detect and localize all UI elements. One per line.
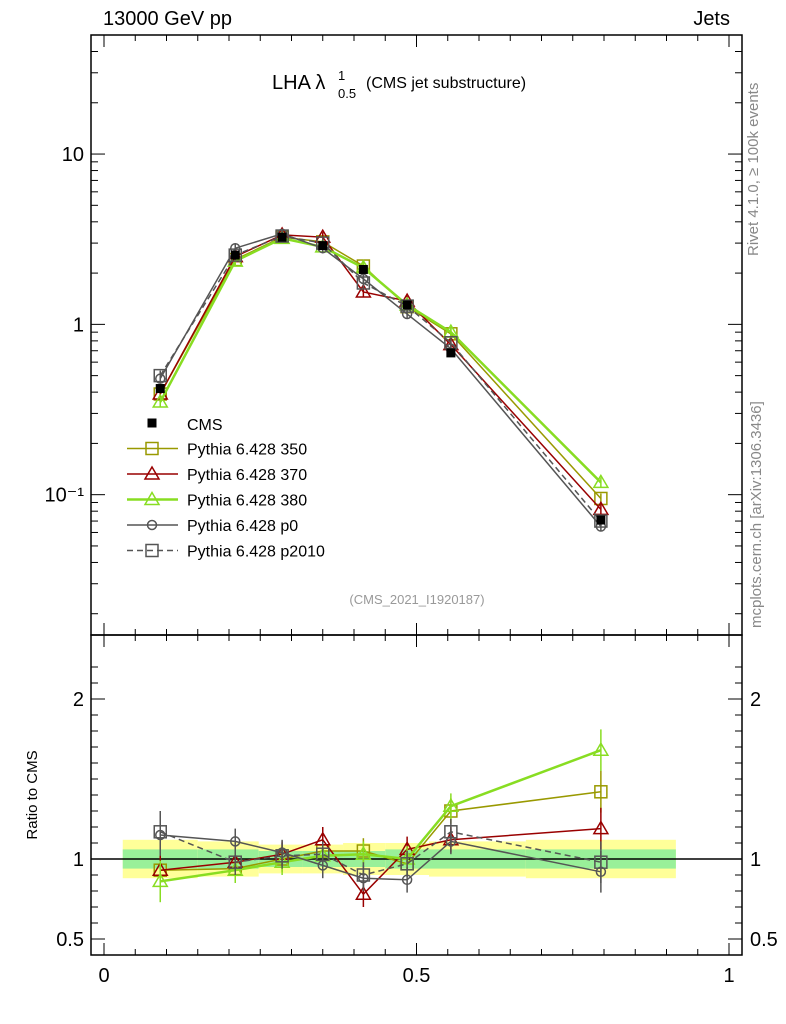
- x-tick-label: 0.5: [403, 965, 431, 987]
- series-line-ratio: [159, 830, 602, 876]
- series-line-main: [159, 235, 602, 522]
- legend-label: Pythia 6.428 380: [187, 493, 307, 510]
- plot-title-note: (CMS jet substructure): [366, 75, 526, 92]
- series-point: [592, 473, 610, 489]
- ratio-point: [444, 825, 458, 839]
- ratio-point: [594, 785, 608, 799]
- series-point: [355, 283, 372, 298]
- ratio-point: [400, 857, 414, 871]
- ratio-tick-label-right: 0.5: [750, 929, 778, 951]
- y-tick-label: 10⁻¹: [45, 485, 85, 507]
- legend-marker: [145, 543, 159, 558]
- series-point: [275, 229, 289, 243]
- analysis-id-label: (CMS_2021_I1920187): [349, 592, 484, 607]
- data-point: [155, 384, 165, 394]
- series-line-ratio: [160, 749, 602, 883]
- ratio-tick-label-left: 0.5: [56, 929, 84, 951]
- ratio-point: [355, 845, 372, 860]
- legend: CMS Pythia 6.428 350 Pythia 6.428 370 Pythi…: [127, 417, 325, 561]
- y-tick-label: 1: [73, 314, 84, 336]
- legend-label: Pythia 6.428 p2010: [187, 544, 325, 561]
- plot-title-subscript: 0.5: [338, 86, 356, 101]
- series-line-main: [159, 236, 602, 499]
- series-point: [594, 514, 608, 528]
- plot-title-main: LHA λ: [272, 72, 325, 94]
- data-point: [318, 241, 328, 251]
- ratio-point: [230, 836, 241, 847]
- ratio-point: [592, 741, 610, 756]
- data-point: [358, 264, 368, 274]
- data-point: [596, 515, 606, 525]
- x-tick-label: 1: [723, 965, 734, 987]
- series-point: [400, 299, 414, 313]
- legend-marker: [145, 441, 159, 456]
- ratio-point: [316, 847, 330, 861]
- series-cms-data: [155, 232, 606, 525]
- series-point: [228, 248, 242, 262]
- ratio-point: [442, 797, 460, 812]
- data-point: [402, 300, 412, 310]
- series-line-main: [159, 237, 602, 484]
- legend-marker: [143, 491, 161, 506]
- y-tick-label: 10: [62, 144, 84, 166]
- series-pythia-6-428-p0: [155, 228, 607, 893]
- ratio-axis-label: Ratio to CMS: [24, 750, 41, 839]
- data-point: [277, 232, 287, 242]
- legend-marker-cms: [147, 418, 157, 428]
- ratio-point: [356, 868, 371, 882]
- series-pythia-6-428-350: [153, 230, 608, 891]
- ratio-point: [228, 855, 242, 869]
- legend-marker: [143, 465, 161, 480]
- series-pythia-6-428-380: [151, 229, 610, 903]
- ratio-plot-frame: [90, 634, 743, 956]
- ratio-point: [153, 825, 167, 839]
- data-point: [230, 250, 240, 260]
- plot-title: LHA λ 1 0.5 (CMS jet substructure): [272, 68, 526, 101]
- ratio-tick-label-right: 1: [750, 849, 761, 871]
- header-right: Jets: [693, 8, 730, 30]
- ratio-point: [151, 872, 169, 888]
- series-line-ratio: [160, 834, 602, 881]
- ratio-tick-label-left: 1: [73, 849, 84, 871]
- ratio-point: [226, 861, 244, 876]
- legend-marker: [146, 519, 158, 531]
- ratio-point: [355, 885, 372, 900]
- legend-label-cms: CMS: [187, 417, 223, 434]
- series-point: [151, 393, 169, 408]
- ratio-tick-label-left: 2: [73, 689, 84, 711]
- header-left: 13000 GeV pp: [103, 8, 232, 30]
- series-point: [356, 276, 371, 290]
- series-line-ratio: [160, 791, 601, 871]
- ratio-point: [594, 855, 608, 869]
- series-line-ratio: [160, 827, 601, 896]
- ratio-point: [275, 849, 289, 863]
- legend-label: Pythia 6.428 p0: [187, 518, 298, 535]
- x-tick-label: 0: [98, 965, 109, 987]
- ratio-tick-label-right: 2: [750, 689, 761, 711]
- plot-title-superscript: 1: [338, 68, 345, 83]
- series-pythia-6-428-370: [151, 226, 610, 907]
- data-point: [446, 348, 456, 358]
- series-pythia-6-428-p2010: [153, 229, 608, 888]
- series-point: [153, 368, 167, 383]
- legend-label: Pythia 6.428 350: [187, 442, 307, 459]
- ratio-point: [592, 820, 610, 835]
- legend-label: Pythia 6.428 370: [187, 467, 307, 484]
